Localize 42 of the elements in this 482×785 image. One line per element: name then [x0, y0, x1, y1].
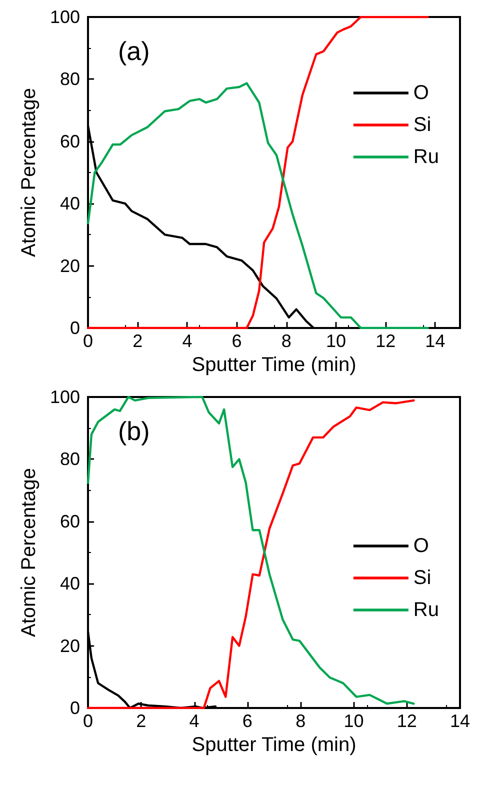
- line-series: [86, 630, 217, 710]
- x-tick-label: 12: [396, 711, 417, 731]
- annotation: (b): [118, 416, 150, 446]
- x-tick-label: 4: [182, 331, 192, 351]
- x-tick-label: 4: [189, 711, 200, 731]
- y-axis-title: Atomic Percentage: [18, 468, 40, 637]
- legend-label: Ru: [413, 599, 440, 621]
- y-tick-label: 40: [60, 194, 80, 214]
- legend-label: Ru: [413, 146, 440, 168]
- x-tick-label: 14: [450, 711, 470, 731]
- y-tick-label: 20: [60, 636, 80, 656]
- y-tick-label: 100: [50, 387, 80, 407]
- x-tick-label: 12: [376, 331, 396, 351]
- y-tick-label: 0: [70, 698, 80, 718]
- x-tick-label: 14: [425, 331, 446, 351]
- annotation: (a): [118, 36, 150, 66]
- y-tick-label: 60: [60, 131, 80, 152]
- x-tick-label: 0: [82, 331, 94, 351]
- x-tick-label: 10: [344, 711, 364, 731]
- y-tick-label: 20: [60, 256, 80, 276]
- y-tick-label: 60: [60, 511, 80, 532]
- y-tick-label: 0: [70, 318, 80, 338]
- legend-label: Si: [413, 114, 432, 136]
- legend-label: O: [413, 82, 429, 104]
- legend-label: Si: [413, 567, 432, 589]
- y-axis-title: Atomic Percentage: [18, 88, 40, 257]
- x-tick-label: 2: [132, 331, 143, 351]
- x-tick-label: 0: [82, 711, 94, 731]
- x-tick-label: 10: [326, 331, 346, 351]
- x-tick-label: 8: [281, 331, 292, 351]
- line-series: [86, 124, 315, 330]
- x-axis-title: Sputter Time (min): [192, 734, 356, 756]
- y-tick-label: 80: [60, 69, 80, 90]
- y-tick-label: 80: [60, 449, 80, 470]
- y-tick-label: 40: [60, 574, 80, 594]
- y-tick-label: 100: [50, 7, 80, 27]
- x-tick-label: 6: [232, 331, 242, 351]
- x-tick-label: 6: [242, 711, 252, 731]
- x-tick-label: 8: [296, 711, 306, 731]
- x-tick-label: 2: [136, 711, 146, 731]
- x-axis-title: Sputter Time (min): [192, 354, 356, 376]
- legend-label: O: [413, 535, 429, 557]
